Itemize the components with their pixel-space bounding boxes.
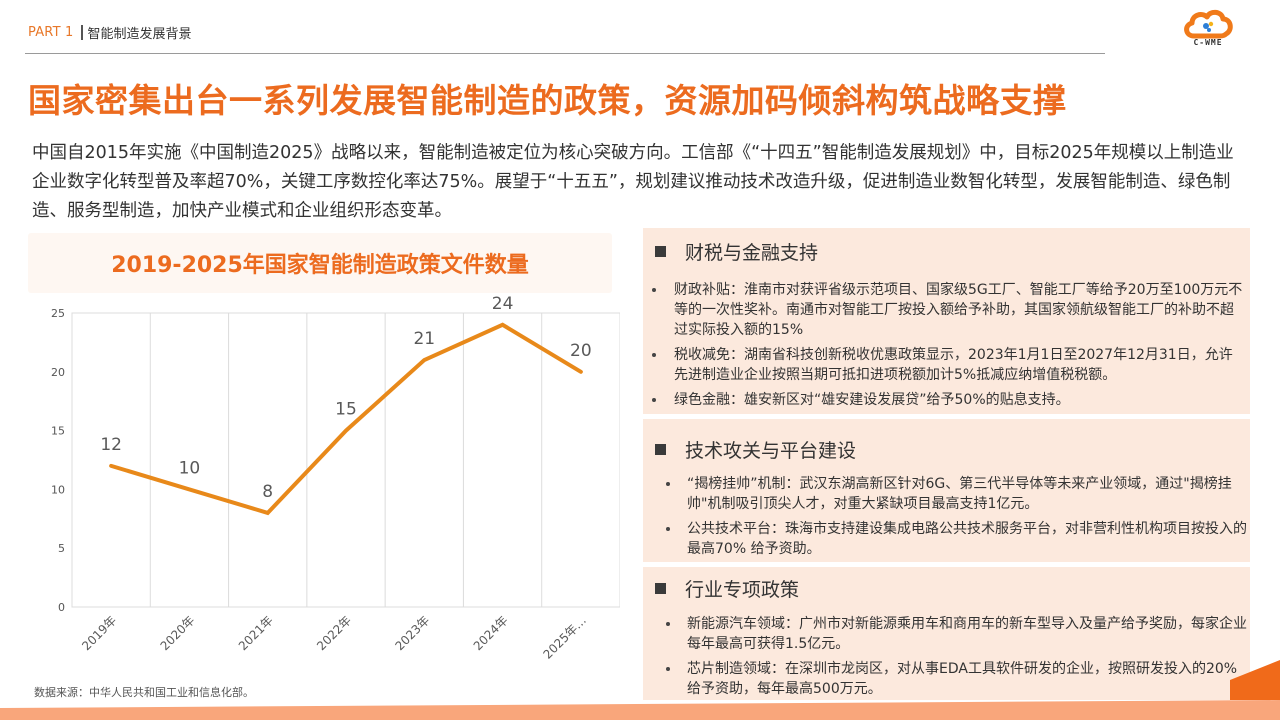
panel-heading-text: 技术攻关与平台建设 [685, 439, 857, 462]
x-tick-label: 2025年… [541, 613, 589, 661]
data-source-note: 数据来源：中华人民共和国工业和信息化部。 [34, 686, 254, 699]
data-label: 21 [413, 329, 435, 349]
chart-title: 2019-2025年国家智能制造政策文件数量 [111, 253, 529, 278]
square-bullet-icon [655, 245, 666, 257]
panel-heading-text: 财税与金融支持 [685, 241, 819, 264]
square-bullet-icon [655, 443, 666, 455]
data-label: 10 [179, 458, 201, 478]
list-item: “揭榜挂帅”机制：武汉东湖高新区针对6G、第三代半导体等未来产业领域，通过"揭榜… [666, 474, 1247, 514]
x-tick-label: 2021年 [236, 613, 276, 653]
logo-text: C-WME [1193, 38, 1223, 47]
list-item: 绿色金融：雄安新区对“雄安建设发展贷”给予50%的贴息支持。 [652, 390, 1244, 410]
footer-decoration [0, 700, 1280, 720]
bullet-dot-icon [652, 353, 656, 357]
corner-accent [1230, 660, 1280, 700]
list-item: 新能源汽车领域：广州市对新能源乘用车和商用车的新车型导入及量产给予奖励，每家企业… [666, 614, 1249, 654]
data-label: 8 [262, 482, 273, 502]
chart-title-bar: 2019-2025年国家智能制造政策文件数量 [28, 233, 612, 293]
data-label: 15 [335, 400, 357, 420]
square-bullet-icon [655, 582, 666, 594]
panel-list: 新能源汽车领域：广州市对新能源乘用车和商用车的新车型导入及量产给予奖励，每家企业… [666, 614, 1249, 704]
x-tick-label: 2020年 [158, 613, 198, 653]
y-tick-label: 15 [51, 425, 65, 438]
panel-heading: 行业专项政策 [643, 574, 799, 602]
panel-heading-text: 行业专项政策 [685, 578, 800, 601]
panel-list: 财政补贴：淮南市对获评省级示范项目、国家级5G工厂、智能工厂等给予20万至100… [652, 280, 1244, 415]
bullet-dot-icon [652, 398, 656, 402]
y-tick-label: 10 [51, 483, 65, 496]
data-label: 20 [570, 341, 592, 361]
y-tick-label: 20 [51, 366, 65, 379]
x-tick-label: 2022年 [314, 613, 354, 653]
line-chart: 0 5 10 15 20 25 12 10 8 15 21 24 20 2019年 2020年 2021年 20… [51, 294, 620, 662]
data-label: 12 [100, 435, 122, 455]
panel-list: “揭榜挂帅”机制：武汉东湖高新区针对6G、第三代半导体等未来产业领域，通过"揭榜… [666, 474, 1247, 564]
list-item: 芯片制造领域：在深圳市龙岗区，对从事EDA工具软件研发的企业，按照研发投入的20… [666, 659, 1249, 699]
data-line [109, 322, 583, 516]
bullet-dot-icon [666, 622, 670, 626]
cloud-logo-icon [1184, 9, 1233, 39]
bullet-dot-icon [652, 288, 656, 292]
panel-tech-platform: 技术攻关与平台建设 “揭榜挂帅”机制：武汉东湖高新区针对6G、第三代半导体等未来… [643, 419, 1250, 562]
bullet-dot-icon [666, 527, 670, 531]
header-rule [25, 53, 1105, 54]
bullet-dot-icon [666, 667, 670, 671]
part-label: PART 1 [28, 24, 74, 40]
x-tick-label: 2024年 [471, 613, 511, 653]
x-tick-label: 2019年 [79, 613, 119, 653]
y-tick-label: 5 [58, 542, 65, 555]
list-item: 公共技术平台：珠海市支持建设集成电路公共技术服务平台，对非营利性机构项目按投入的… [666, 519, 1247, 559]
header-divider [80, 24, 83, 40]
panel-heading: 技术攻关与平台建设 [643, 435, 856, 463]
intro-paragraph: 中国自2015年实施《中国制造2025》战略以来，智能制造被定位为核心突破方向。… [32, 143, 1234, 221]
section-header: PART 1 智能制造发展背景 [28, 20, 192, 44]
list-item: 财政补贴：淮南市对获评省级示范项目、国家级5G工厂、智能工厂等给予20万至100… [652, 280, 1244, 340]
panel-fiscal-finance: 财税与金融支持 财政补贴：淮南市对获评省级示范项目、国家级5G工厂、智能工厂等给… [643, 228, 1250, 414]
panel-heading: 财税与金融支持 [643, 237, 818, 265]
x-tick-label: 2023年 [392, 613, 432, 653]
data-label: 24 [492, 294, 514, 314]
page-title: 国家密集出台一系列发展智能制造的政策，资源加码倾斜构筑战略支撑 [28, 81, 1067, 120]
y-tick-label: 0 [58, 601, 65, 614]
bullet-dot-icon [666, 482, 670, 486]
y-tick-label: 25 [51, 307, 65, 320]
panel-industry-policy: 行业专项政策 新能源汽车领域：广州市对新能源乘用车和商用车的新车型导入及量产给予… [643, 567, 1250, 700]
plot-border [71, 312, 620, 608]
list-item: 税收减免：湖南省科技创新税收优惠政策显示，2023年1月1日至2027年12月3… [652, 345, 1244, 385]
section-label: 智能制造发展背景 [87, 26, 192, 42]
